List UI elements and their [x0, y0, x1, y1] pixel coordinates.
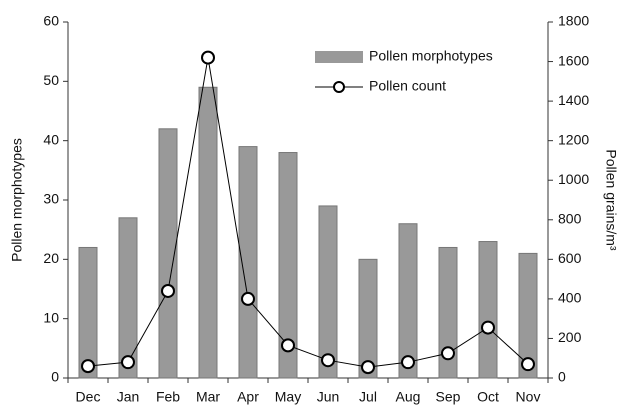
x-tick-label: Dec: [76, 389, 101, 405]
x-tick-label: Aug: [396, 389, 421, 405]
y-tick-label: 10: [43, 309, 59, 325]
y-tick-label: 40: [43, 131, 59, 147]
bar: [158, 128, 178, 379]
y2-tick-label: 1200: [558, 131, 589, 147]
marker: [521, 357, 535, 372]
marker: [401, 355, 415, 370]
bar: [398, 223, 418, 379]
marker: [121, 355, 135, 370]
x-tick-label: Jun: [317, 389, 340, 405]
x-tick-label: Feb: [156, 389, 180, 405]
bar: [278, 152, 298, 379]
bar: [118, 217, 138, 379]
legend-swatch: [315, 51, 363, 63]
x-tick-label: Oct: [477, 389, 499, 405]
y-axis-title: Pollen morphotypes: [9, 138, 25, 262]
y2-tick-label: 1600: [558, 52, 589, 68]
y2-tick-label: 1400: [558, 92, 589, 108]
bar: [238, 146, 258, 379]
y2-tick-label: 400: [558, 290, 582, 306]
y-tick-label: 60: [43, 13, 59, 29]
legend-marker: [333, 81, 345, 93]
x-tick-label: Jul: [359, 389, 377, 405]
y2-tick-label: 600: [558, 250, 582, 266]
y2-tick-label: 1800: [558, 13, 589, 29]
marker: [361, 360, 375, 375]
marker: [481, 320, 495, 335]
x-tick-label: Nov: [516, 389, 541, 405]
line: [87, 57, 529, 368]
marker: [321, 353, 335, 368]
y-tick-label: 0: [51, 369, 59, 385]
y-tick-label: 20: [43, 250, 59, 266]
y-tick-label: 30: [43, 191, 59, 207]
x-tick-label: Apr: [237, 389, 259, 405]
y2-tick-label: 0: [558, 369, 566, 385]
legend-label: Pollen count: [369, 78, 446, 94]
marker: [441, 346, 455, 361]
bar: [478, 241, 498, 379]
marker: [281, 338, 295, 353]
marker: [81, 359, 95, 374]
bar: [358, 258, 378, 379]
y2-tick-label: 800: [558, 210, 582, 226]
bar: [198, 86, 218, 379]
x-tick-label: Jan: [117, 389, 140, 405]
marker: [161, 283, 175, 298]
marker: [241, 291, 255, 306]
y2-axis-title: Pollen grains/m³: [603, 149, 619, 250]
legend-label: Pollen morphotypes: [369, 48, 493, 64]
x-tick-label: Mar: [196, 389, 220, 405]
bar: [438, 246, 458, 379]
bar: [518, 252, 538, 379]
bar: [318, 205, 338, 379]
marker: [201, 50, 215, 65]
y-tick-label: 50: [43, 72, 59, 88]
y2-tick-label: 1000: [558, 171, 589, 187]
x-tick-label: May: [275, 389, 301, 405]
x-tick-label: Sep: [436, 389, 461, 405]
bar: [78, 246, 98, 379]
y2-tick-label: 200: [558, 329, 582, 345]
